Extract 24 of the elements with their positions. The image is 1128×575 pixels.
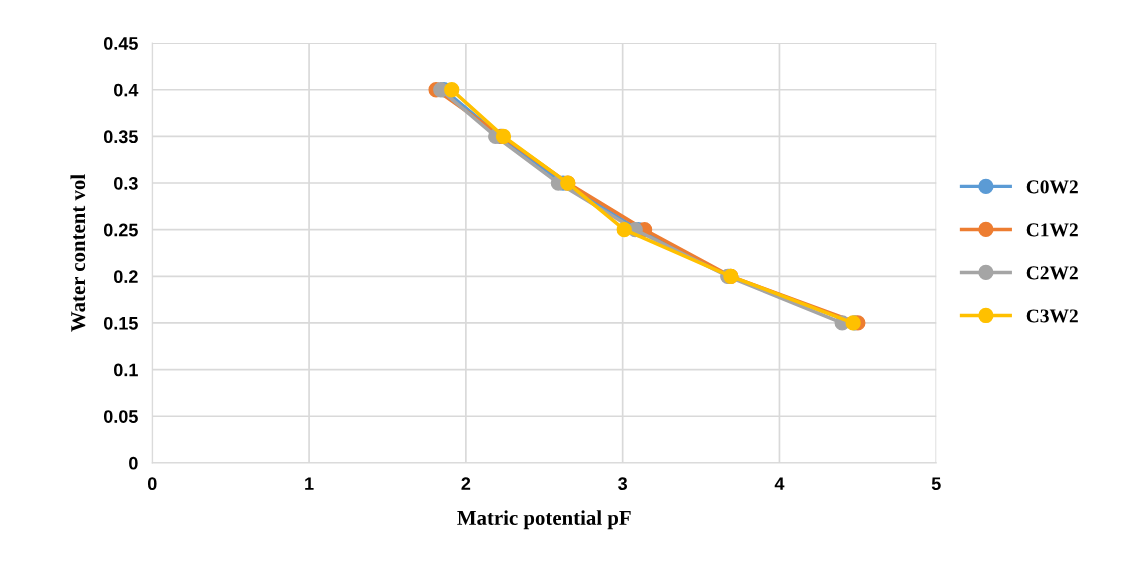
point bbox=[616, 222, 632, 238]
x-tick-label: 3 bbox=[618, 477, 628, 491]
y-tick-label: 0.25 bbox=[103, 223, 138, 237]
y-tick-label: 0.45 bbox=[103, 37, 138, 50]
legend-label: C0W2 bbox=[1026, 180, 1078, 194]
y-tick-label: 0.3 bbox=[114, 176, 138, 190]
y-tick-label: 0 bbox=[129, 456, 138, 470]
legend-label: C1W2 bbox=[1026, 223, 1078, 237]
x-tick-label: 0 bbox=[147, 477, 157, 491]
x-axis-title: Matric potential pF bbox=[457, 510, 631, 530]
y-tick-label: 0.35 bbox=[103, 130, 138, 144]
y-axis-title: Water content vol bbox=[70, 174, 86, 332]
y-tick-label: 0.1 bbox=[114, 363, 138, 377]
legend-label: C2W2 bbox=[1026, 266, 1078, 280]
x-tick-label: 4 bbox=[774, 477, 785, 490]
y-tick-label: 0.2 bbox=[114, 270, 138, 284]
y-tick-label: 0.4 bbox=[114, 83, 139, 97]
x-tick-label: 2 bbox=[461, 477, 471, 490]
y-tick-label: 0.15 bbox=[103, 316, 138, 330]
y-tick-label: 0.05 bbox=[103, 410, 138, 423]
legend-label: C3W2 bbox=[1026, 309, 1078, 323]
x-tick-label: 1 bbox=[305, 477, 314, 490]
x-tick-label: 5 bbox=[931, 477, 941, 491]
point bbox=[444, 82, 460, 98]
